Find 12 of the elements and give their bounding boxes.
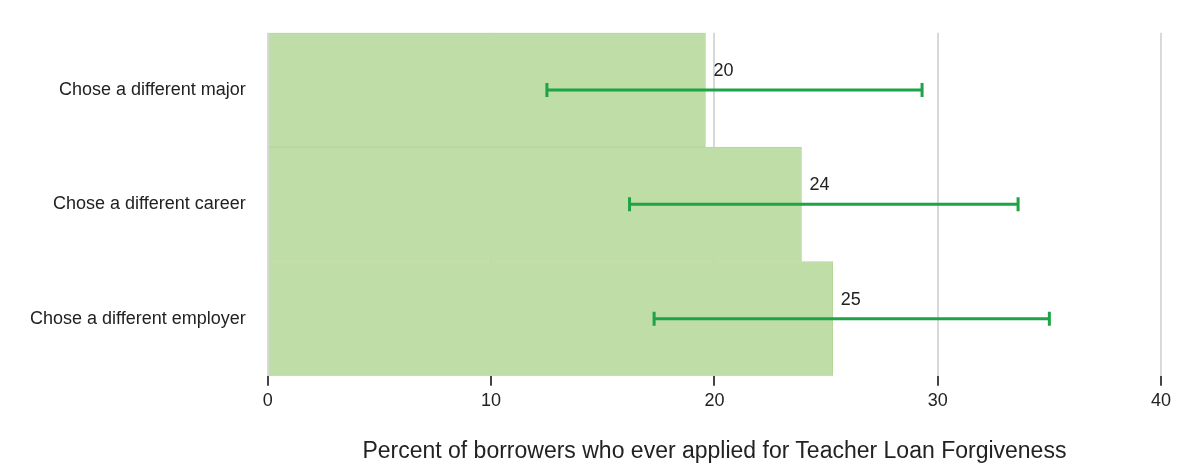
x-tick-label: 30 [927, 389, 948, 410]
x-tick-label: 40 [1150, 389, 1172, 410]
data-label: 24 [809, 174, 830, 195]
y-tick-label: Chose a different employer [29, 307, 246, 328]
x-tick-label: 20 [704, 389, 725, 410]
x-tick-label: 10 [481, 389, 502, 410]
data-label: 20 [713, 59, 734, 80]
data-label: 25 [840, 288, 861, 309]
x-axis-title: Percent of borrowers who ever applied for Teacher Loan Forgiveness [362, 436, 1067, 463]
y-tick-label: Chose a different career [53, 193, 246, 214]
y-tick-label: Chose a different major [59, 78, 246, 99]
x-tick-label: 0 [262, 389, 273, 410]
